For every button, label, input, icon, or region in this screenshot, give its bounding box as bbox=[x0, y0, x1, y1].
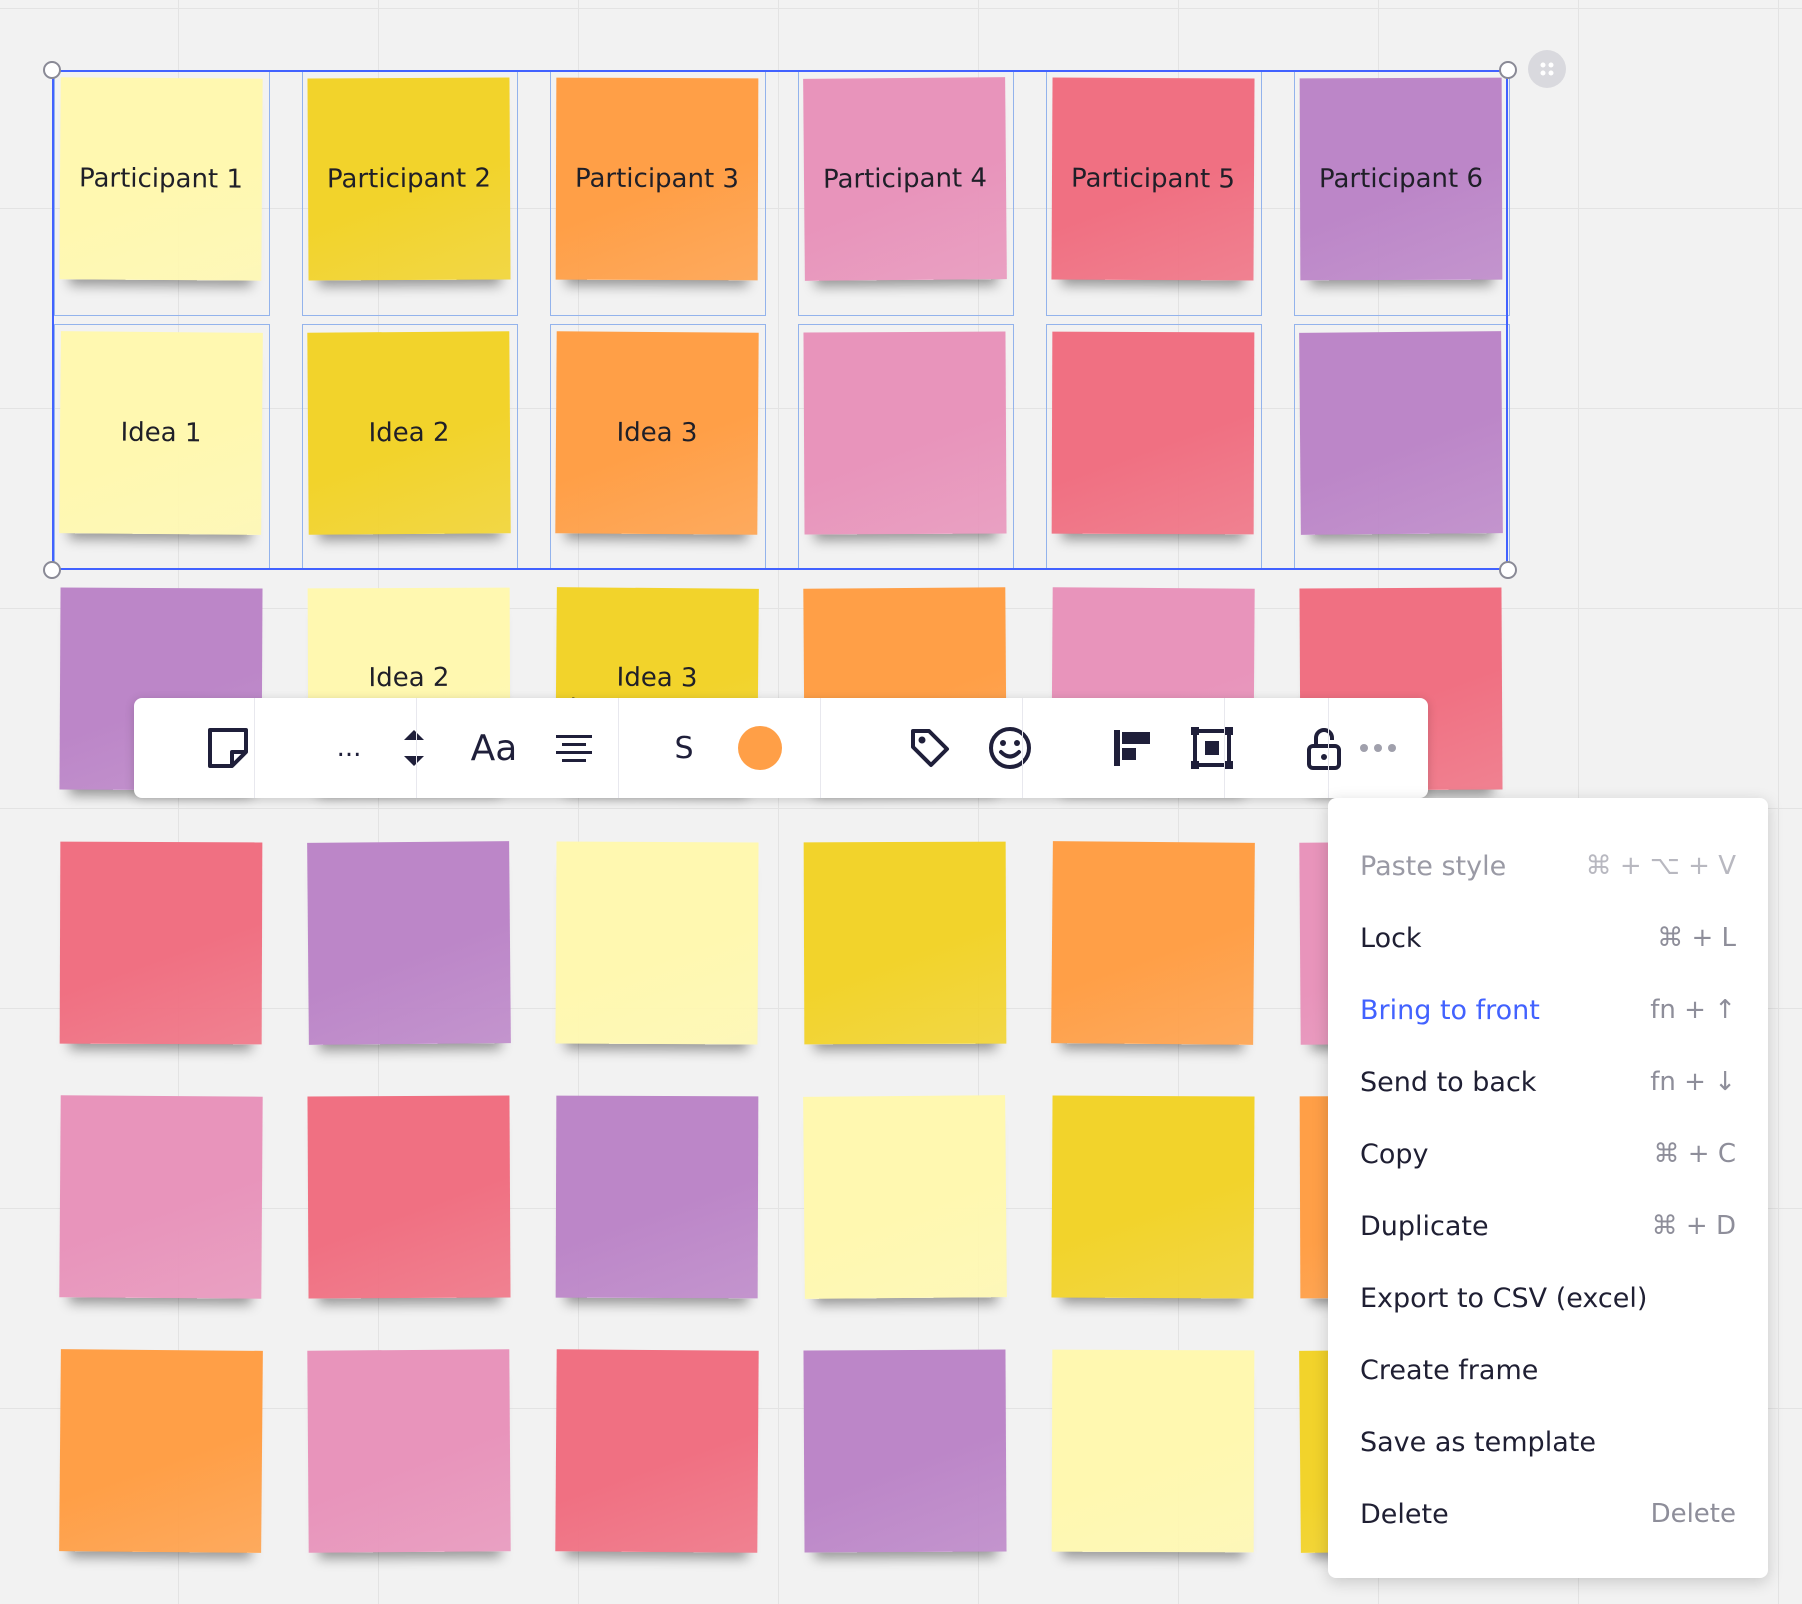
menu-item-shortcut: Delete bbox=[1650, 1499, 1736, 1529]
menu-item-bring-to-front[interactable]: Bring to front fn + ↑ bbox=[1328, 974, 1768, 1046]
text-style-label: Aa bbox=[470, 727, 518, 769]
menu-item-label: Create frame bbox=[1360, 1354, 1539, 1386]
fill-color-button[interactable] bbox=[710, 698, 810, 798]
size-button[interactable]: S bbox=[634, 698, 734, 798]
text-align-button[interactable] bbox=[524, 698, 624, 798]
menu-item-shortcut: ⌘ + ⌥ + V bbox=[1585, 851, 1736, 881]
drag-dots-icon bbox=[1540, 62, 1554, 76]
menu-item-duplicate[interactable]: Duplicate ⌘ + D bbox=[1328, 1190, 1768, 1262]
menu-item-copy[interactable]: Copy ⌘ + C bbox=[1328, 1118, 1768, 1190]
menu-item-label: Export to CSV (excel) bbox=[1360, 1282, 1648, 1314]
selection-bounding-box bbox=[52, 70, 1508, 570]
resize-handle[interactable] bbox=[1499, 561, 1517, 579]
drag-handle[interactable] bbox=[1528, 50, 1566, 88]
menu-item-paste-style[interactable]: Paste style ⌘ + ⌥ + V bbox=[1328, 830, 1768, 902]
menu-item-label: Send to back bbox=[1360, 1066, 1537, 1098]
sticky-note[interactable] bbox=[555, 1349, 759, 1553]
stepper-arrows-icon bbox=[404, 730, 424, 766]
menu-item-create-frame[interactable]: Create frame bbox=[1328, 1334, 1768, 1406]
sticky-note[interactable] bbox=[59, 1095, 263, 1299]
tag-icon bbox=[911, 729, 949, 767]
sticky-note[interactable] bbox=[307, 841, 511, 1045]
sticky-note[interactable] bbox=[1051, 1349, 1255, 1553]
selection-toolbar: ... Aa S bbox=[134, 698, 1428, 798]
align-objects-icon bbox=[1114, 730, 1150, 766]
menu-item-delete[interactable]: Delete Delete bbox=[1328, 1478, 1768, 1550]
resize-handle[interactable] bbox=[43, 61, 61, 79]
fill-color-swatch bbox=[738, 726, 782, 770]
sticky-note[interactable] bbox=[803, 1349, 1007, 1553]
size-label: S bbox=[674, 730, 694, 766]
menu-item-label: Delete bbox=[1360, 1498, 1449, 1530]
frame-button[interactable] bbox=[1162, 698, 1262, 798]
sticky-note[interactable] bbox=[555, 841, 759, 1045]
tag-button[interactable] bbox=[880, 698, 980, 798]
menu-item-lock[interactable]: Lock ⌘ + L bbox=[1328, 902, 1768, 974]
menu-item-save-as-template[interactable]: Save as template bbox=[1328, 1406, 1768, 1478]
menu-item-label: Save as template bbox=[1360, 1426, 1596, 1458]
sticky-note[interactable] bbox=[803, 841, 1007, 1045]
resize-handle[interactable] bbox=[43, 561, 61, 579]
align-objects-button[interactable] bbox=[1082, 698, 1182, 798]
sticky-note[interactable] bbox=[59, 841, 263, 1045]
font-family-dropdown[interactable]: ... bbox=[284, 698, 414, 798]
menu-item-export-to-csv-excel[interactable]: Export to CSV (excel) bbox=[1328, 1262, 1768, 1334]
menu-item-label: Copy bbox=[1360, 1138, 1429, 1170]
menu-item-shortcut: fn + ↓ bbox=[1650, 1067, 1736, 1097]
sticky-note[interactable] bbox=[1051, 841, 1255, 1045]
more-icon bbox=[1360, 744, 1396, 752]
sticky-note-icon bbox=[208, 728, 248, 768]
menu-item-label: Paste style bbox=[1360, 850, 1507, 882]
frame-icon bbox=[1191, 727, 1233, 769]
font-size-stepper[interactable] bbox=[354, 698, 474, 798]
sticky-note-type-button[interactable] bbox=[158, 698, 298, 798]
sticky-note[interactable] bbox=[1051, 1095, 1255, 1299]
sticky-note[interactable] bbox=[555, 1095, 759, 1299]
menu-item-shortcut: ⌘ + L bbox=[1657, 923, 1736, 953]
sticky-note[interactable] bbox=[307, 1095, 511, 1299]
font-family-value: ... bbox=[336, 733, 362, 763]
text-style-button[interactable]: Aa bbox=[444, 698, 544, 798]
menu-item-shortcut: ⌘ + C bbox=[1653, 1139, 1736, 1169]
menu-item-label: Duplicate bbox=[1360, 1210, 1489, 1242]
menu-item-shortcut: fn + ↑ bbox=[1650, 995, 1736, 1025]
sticky-note[interactable] bbox=[59, 1349, 263, 1553]
menu-item-label: Bring to front bbox=[1360, 994, 1540, 1026]
sticky-note[interactable] bbox=[307, 1349, 511, 1553]
align-center-icon bbox=[556, 735, 592, 762]
emoji-icon bbox=[989, 727, 1031, 769]
lock-button[interactable] bbox=[1274, 698, 1374, 798]
menu-item-label: Lock bbox=[1360, 922, 1422, 954]
context-menu: Paste style ⌘ + ⌥ + V Lock ⌘ + L Bring to fr… bbox=[1328, 798, 1768, 1578]
unlock-icon bbox=[1307, 728, 1341, 770]
menu-item-shortcut: ⌘ + D bbox=[1651, 1211, 1736, 1241]
more-options-button[interactable] bbox=[1328, 698, 1428, 798]
reaction-button[interactable] bbox=[960, 698, 1060, 798]
resize-handle[interactable] bbox=[1499, 61, 1517, 79]
menu-item-send-to-back[interactable]: Send to back fn + ↓ bbox=[1328, 1046, 1768, 1118]
sticky-note[interactable] bbox=[803, 1095, 1007, 1299]
